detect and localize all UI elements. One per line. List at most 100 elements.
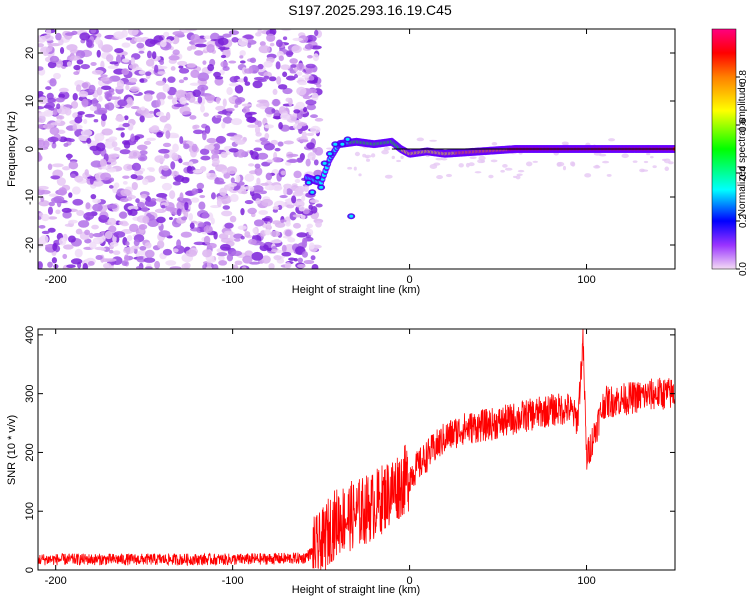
noise-blob xyxy=(277,141,284,147)
noise-blob xyxy=(108,249,114,254)
snr-panel: -200 -100 0 100 0 100 200 300 400 Height of stra… xyxy=(6,326,676,596)
noise-blob xyxy=(217,110,227,115)
noise-blob xyxy=(234,84,244,94)
noise-blob xyxy=(315,203,323,208)
noise-blob xyxy=(272,156,282,163)
noise-blob xyxy=(315,220,322,228)
noise-blob xyxy=(222,98,227,107)
noise-blob xyxy=(169,266,182,269)
noise-blob xyxy=(178,79,185,84)
noise-blob xyxy=(224,145,233,150)
noise-blob xyxy=(82,263,88,269)
noise-blob xyxy=(228,148,239,153)
noise-blob xyxy=(158,148,170,154)
noise-blob xyxy=(138,50,145,54)
y-tick-label: 100 xyxy=(24,502,36,520)
noise-blob xyxy=(271,248,278,253)
noise-blob xyxy=(129,223,139,233)
noise-blob xyxy=(240,235,245,240)
noise-blob xyxy=(195,43,207,48)
noise-blob xyxy=(285,220,291,227)
noise-blob xyxy=(270,230,281,237)
noise-blob xyxy=(198,201,206,210)
noise-blob xyxy=(292,37,304,42)
noise-blob xyxy=(178,65,184,69)
noise-blob xyxy=(285,75,296,81)
noise-blob xyxy=(243,76,248,83)
noise-blob xyxy=(101,128,113,136)
noise-blob xyxy=(280,170,287,176)
noise-blob xyxy=(126,96,133,105)
noise-blob xyxy=(370,153,376,158)
noise-blob xyxy=(502,164,508,168)
noise-blob xyxy=(131,181,138,191)
noise-blob xyxy=(47,61,57,69)
noise-blob xyxy=(128,77,138,83)
snr-x-label: Height of straight line (km) xyxy=(292,584,420,596)
noise-blob xyxy=(271,108,276,114)
noise-blob xyxy=(257,63,264,70)
noise-blob xyxy=(305,158,311,167)
noise-blob xyxy=(284,262,292,269)
noise-blob xyxy=(294,187,304,195)
noise-blob xyxy=(73,71,80,76)
noise-blob xyxy=(266,33,276,42)
noise-blob xyxy=(308,75,315,81)
noise-blob xyxy=(169,190,176,200)
noise-blob xyxy=(131,162,142,171)
noise-blob xyxy=(81,82,89,89)
noise-blob xyxy=(488,174,494,179)
noise-blob xyxy=(281,244,287,253)
noise-blob xyxy=(244,250,254,258)
noise-blob xyxy=(231,118,243,126)
noise-blob xyxy=(212,263,219,269)
noise-blob xyxy=(279,194,288,199)
noise-blob xyxy=(156,216,166,224)
noise-blob xyxy=(74,175,84,183)
noise-blob xyxy=(45,29,52,36)
noise-blob xyxy=(236,149,246,158)
noise-blob xyxy=(62,253,68,259)
noise-blob xyxy=(306,142,315,150)
noise-blob xyxy=(184,201,189,211)
noise-blob xyxy=(112,250,121,256)
noise-blob xyxy=(306,104,317,111)
noise-blob xyxy=(90,193,97,200)
noise-blob xyxy=(52,109,58,116)
noise-blob xyxy=(640,169,649,172)
noise-blob xyxy=(45,86,52,90)
noise-blob xyxy=(278,55,284,62)
noise-blob xyxy=(75,84,82,92)
noise-blob xyxy=(274,147,281,152)
noise-blob xyxy=(366,158,371,162)
noise-blob xyxy=(234,260,243,266)
noise-blob xyxy=(120,132,125,138)
noise-blob xyxy=(49,43,61,47)
noise-blob xyxy=(113,147,121,152)
noise-blob xyxy=(252,80,263,89)
noise-blob xyxy=(556,162,562,167)
noise-blob xyxy=(257,120,262,128)
colorbar: 0.0 0.2 0.4 0.6 0.8 Normalized spectral ampl… xyxy=(711,28,749,276)
noise-blob xyxy=(197,96,203,104)
noise-blob xyxy=(148,126,160,133)
noise-blob xyxy=(229,215,237,223)
noise-blob xyxy=(608,138,616,142)
noise-blob xyxy=(306,55,313,59)
noise-blob xyxy=(56,177,66,186)
noise-blob xyxy=(196,182,205,190)
colorbar-label: Normalized spectral amplitude xyxy=(737,81,748,216)
noise-blob xyxy=(70,258,83,265)
noise-blob xyxy=(181,263,189,269)
noise-blob xyxy=(298,81,307,86)
noise-blob xyxy=(214,77,224,86)
noise-blob xyxy=(517,169,525,173)
noise-blob xyxy=(95,36,101,45)
noise-blob xyxy=(221,200,228,205)
noise-blob xyxy=(226,112,231,117)
noise-blob xyxy=(233,238,241,242)
noise-blob xyxy=(242,106,250,114)
noise-blob xyxy=(142,178,149,186)
noise-blob xyxy=(78,90,89,98)
